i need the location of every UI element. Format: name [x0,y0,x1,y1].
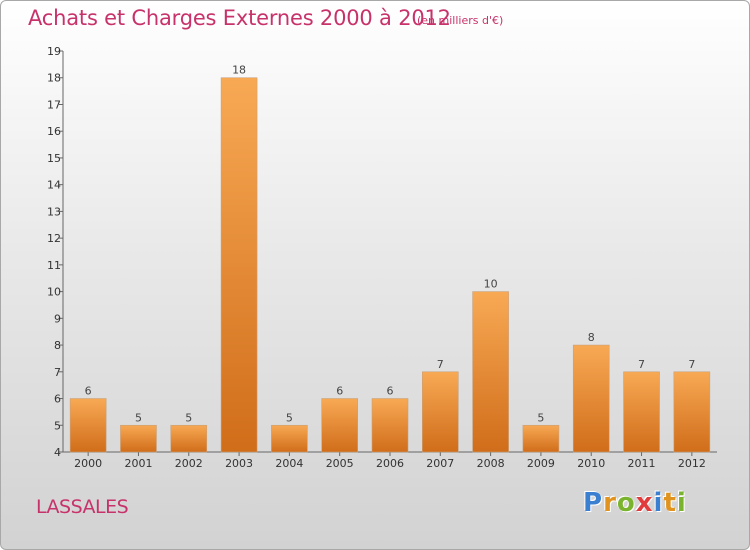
x-tick-label-2008: 2008 [477,457,505,470]
x-tick-label-2004: 2004 [275,457,303,470]
bar-2008 [472,291,509,453]
y-tick-label: 9 [54,312,61,325]
chart-subtitle: (en milliers d'€) [417,14,504,27]
bar-2009 [522,424,560,453]
x-tick-label-2012: 2012 [678,457,706,470]
data-label-2009: 5 [537,411,544,424]
x-tick-label-2006: 2006 [376,457,404,470]
bar-2010 [572,344,610,453]
data-label-2012: 7 [688,358,695,371]
bar-2011 [623,371,660,453]
logo-letter: t [663,488,677,518]
y-tick-label: 11 [47,259,61,272]
data-label-2006: 6 [387,385,394,398]
x-tick-label-2007: 2007 [426,457,454,470]
x-tick-label-2003: 2003 [225,457,253,470]
logo-letter: o [616,488,636,518]
logo-letter: r [603,488,617,518]
y-tick-label: 10 [47,286,61,299]
bar-2007 [422,371,459,453]
y-tick-label: 17 [47,98,61,111]
y-tick-label: 13 [47,205,61,218]
data-label-2007: 7 [437,358,444,371]
axis-layer: 4 5 6 7 8 9 10 11 12 13 14 15 16 17 18 19 2000 2001 2002 20… [47,45,717,470]
proxiti-logo: Proxiti [583,488,687,518]
y-tick-label: 8 [54,339,61,352]
bar-2003 [220,77,258,453]
commune-name: LASSALES [36,496,129,518]
bar-2002 [170,424,208,453]
y-tick-label: 16 [47,125,61,138]
data-label-2008: 10 [484,278,498,291]
y-tick-label: 14 [47,179,61,192]
bar-2012 [673,371,711,453]
y-tick-label: 18 [47,72,61,85]
data-label-2001: 5 [135,411,142,424]
data-label-2011: 7 [638,358,645,371]
bar-2001 [120,424,157,453]
chart-title: Achats et Charges Externes 2000 à 2012 [28,6,451,30]
bar-2004 [271,424,308,453]
x-tick-label-2010: 2010 [577,457,605,470]
data-label-2010: 8 [588,331,595,344]
logo-letter: i [676,488,687,518]
bar-2006 [371,398,409,453]
y-tick-label: 19 [47,45,61,58]
y-tick-label: 15 [47,152,61,165]
x-tick-label-2000: 2000 [74,457,102,470]
x-tick-label-2002: 2002 [175,457,203,470]
logo-letter: i [653,488,664,518]
y-tick-label: 4 [54,446,61,459]
bar-2005 [321,398,358,453]
data-label-2002: 5 [185,411,192,424]
x-tick-label-2011: 2011 [628,457,656,470]
y-tick-label: 6 [54,393,61,406]
y-tick-label: 7 [54,366,61,379]
logo-letter: x [635,488,654,518]
x-tick-label-2009: 2009 [527,457,555,470]
data-label-2000: 6 [85,385,92,398]
x-tick-label-2001: 2001 [124,457,152,470]
data-label-2003: 18 [232,64,246,77]
bar-2000 [69,398,107,453]
y-tick-label: 5 [54,419,61,432]
bar-layer: 6 5 5 18 5 6 6 7 10 5 8 7 7 [69,64,711,453]
x-tick-label-2005: 2005 [326,457,354,470]
y-tick-label: 12 [47,232,61,245]
logo-letter: P [583,488,604,518]
data-label-2005: 6 [336,385,343,398]
data-label-2004: 5 [286,411,293,424]
